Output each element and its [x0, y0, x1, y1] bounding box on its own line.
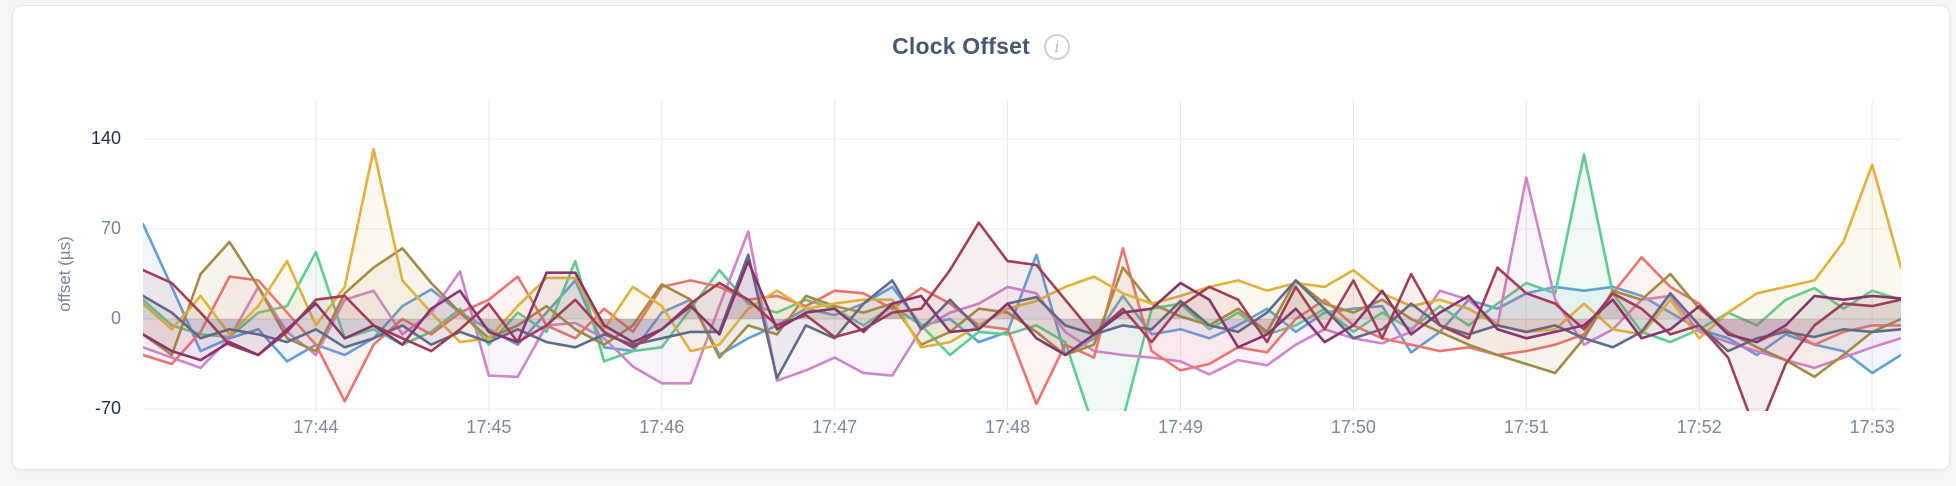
x-tick-label: 17:48 — [985, 417, 1031, 437]
y-tick-label: 70 — [100, 218, 121, 239]
chart-title: Clock Offset — [892, 33, 1030, 59]
series-line — [143, 222, 1901, 375]
x-tick-label: 17:44 — [293, 417, 339, 437]
x-tick-label: 17:49 — [1157, 417, 1204, 437]
series-area — [143, 149, 1901, 352]
x-tick-label: 17:51 — [1503, 417, 1549, 437]
x-tick-label: 17:53 — [1849, 417, 1895, 437]
x-tick-label: 17:46 — [639, 417, 685, 437]
series-line — [143, 153, 1901, 411]
y-tick-label: -70 — [94, 398, 121, 419]
series-line — [143, 259, 1901, 362]
series-area — [143, 222, 1901, 411]
info-icon[interactable]: i — [1043, 33, 1070, 60]
chart-header: Clock Offset i — [13, 33, 1949, 60]
x-tick-label: 17:50 — [1330, 417, 1376, 437]
series-area — [143, 254, 1901, 379]
y-axis: 140 70 0 -70 — [13, 101, 131, 418]
plot-area — [143, 101, 1901, 411]
clock-offset-line-chart[interactable] — [143, 101, 1901, 411]
series-line — [143, 253, 1901, 380]
y-axis-title: offset (µs) — [55, 236, 74, 312]
x-tick-label: 17:52 — [1676, 417, 1722, 437]
series-line — [143, 221, 1901, 411]
series-area — [143, 248, 1901, 404]
chart-card: Clock Offset i 140 70 0 -70 offset (µs) 17:… — [12, 5, 1950, 470]
y-tick-label: 0 — [110, 308, 121, 329]
series-area — [143, 223, 1901, 373]
x-axis: 17:44 17:45 17:46 17:47 17:48 17:49 17:50 17:51… — [143, 417, 1901, 443]
y-tick-label: 140 — [90, 128, 121, 149]
series-line — [143, 148, 1901, 353]
x-tick-label: 17:45 — [466, 417, 512, 437]
x-tick-label: 17:47 — [812, 417, 858, 437]
